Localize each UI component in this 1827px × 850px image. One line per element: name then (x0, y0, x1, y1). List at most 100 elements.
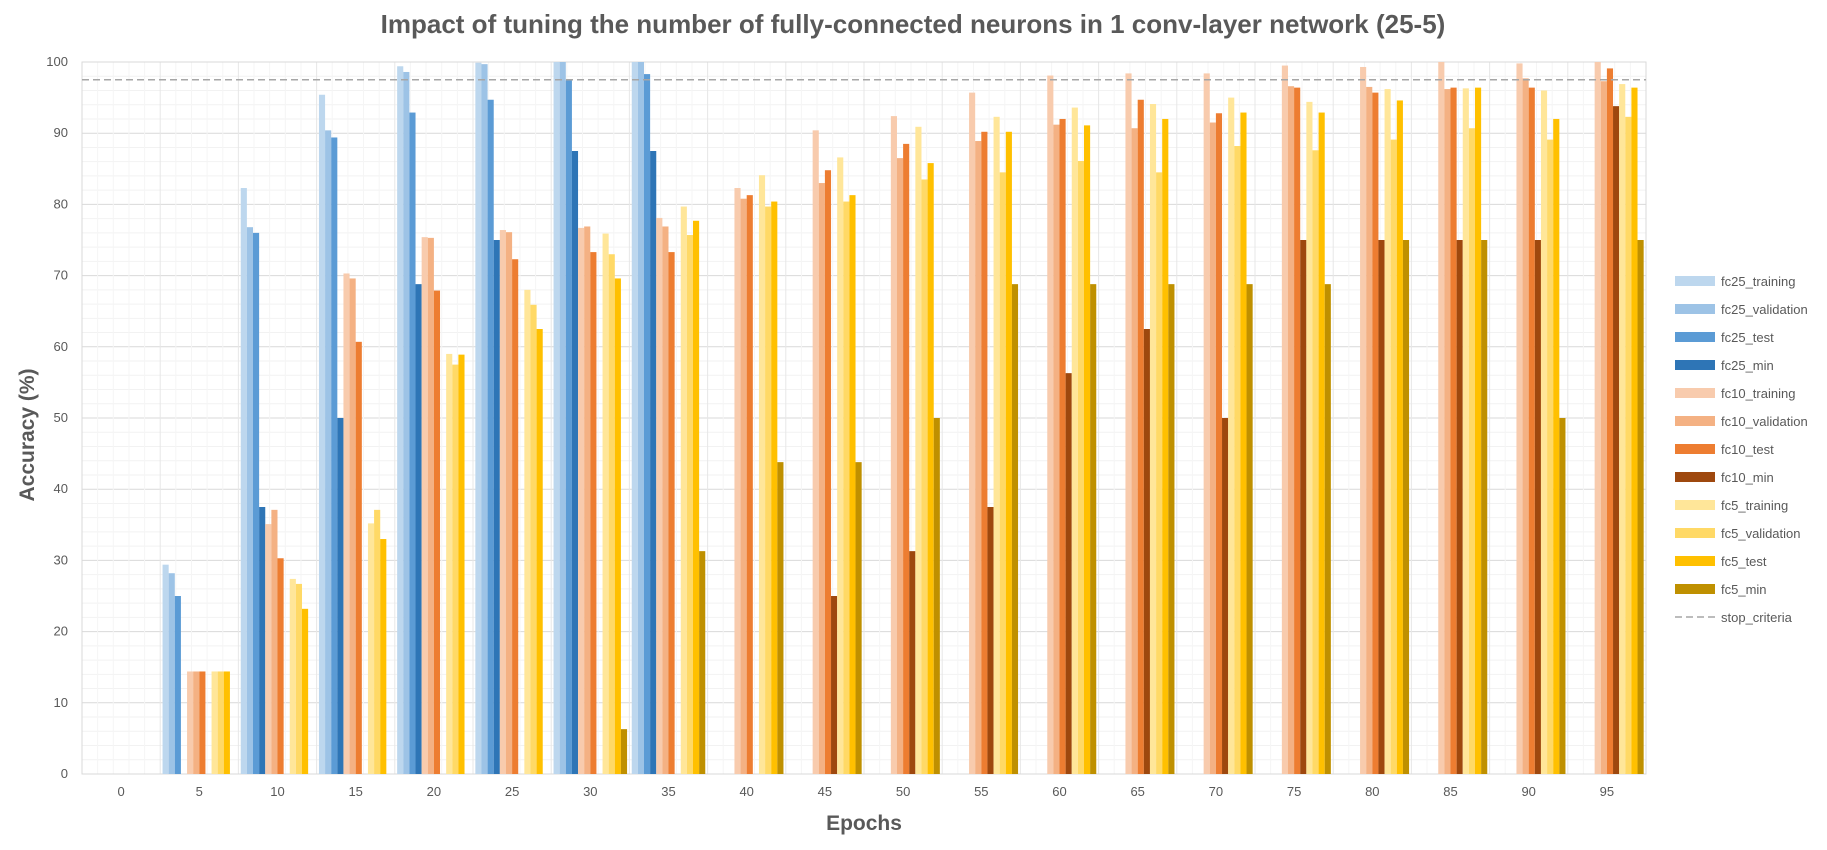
chart-title: Impact of tuning the number of fully-con… (381, 9, 1446, 39)
legend-label-fc10_min: fc10_min (1721, 470, 1774, 485)
bar-fc5_training-40 (758, 175, 766, 774)
legend-swatch-fc5_validation (1675, 528, 1715, 538)
bar-fc5_test-5 (223, 671, 230, 774)
bar-fc5_validation-50 (921, 179, 928, 775)
bar-fc25_test-30 (565, 80, 572, 774)
legend-swatch-fc5_training (1675, 500, 1715, 510)
bar-fc5_validation-15 (374, 509, 381, 774)
legend-swatch-fc25_validation (1675, 304, 1715, 314)
bar-fc5_min-55 (1011, 284, 1019, 774)
bar-fc5_training-70 (1228, 97, 1235, 775)
legend-swatch-fc10_training (1675, 388, 1715, 398)
bar-fc5_test-10 (302, 608, 309, 774)
bar-fc10_training-90 (1516, 63, 1523, 775)
bar-fc5_test-70 (1240, 112, 1247, 775)
bar-fc25_min-10 (259, 507, 266, 774)
bar-fc25_training-15 (318, 94, 326, 774)
bar-fc10_test-15 (355, 341, 362, 774)
x-tick-label: 45 (818, 784, 832, 799)
bar-fc5_test-35 (693, 220, 700, 774)
x-tick-label: 65 (1130, 784, 1144, 799)
legend: fc25_training fc25_validation fc25_test fc2… (1675, 274, 1808, 625)
legend-swatch-fc5_test (1675, 556, 1715, 566)
bar-fc5_test-85 (1475, 87, 1482, 774)
bar-fc5_min-75 (1324, 284, 1331, 774)
x-tick-label: 80 (1365, 784, 1379, 799)
bar-fc10_validation-40 (740, 198, 747, 774)
x-tick-label: 0 (117, 784, 124, 799)
bar-fc10_test-95 (1606, 68, 1614, 774)
bar-fc25_training-5 (162, 564, 169, 774)
bar-fc5_training-90 (1540, 90, 1548, 775)
bar-fc25_test-10 (253, 232, 260, 774)
bar-fc5_validation-60 (1077, 160, 1085, 775)
bar-fc10_validation-50 (896, 158, 904, 774)
bar-fc10_training-60 (1047, 75, 1054, 774)
bar-fc5_training-75 (1306, 101, 1313, 775)
bar-fc5_min-95 (1637, 240, 1644, 774)
legend-label-fc5_min: fc5_min (1721, 582, 1767, 597)
gridlines (81, 61, 1647, 775)
plot-area-border (81, 61, 1647, 775)
bar-fc25_validation-15 (325, 130, 332, 775)
bar-fc10_validation-90 (1522, 78, 1529, 774)
bar-fc10_min-85 (1456, 240, 1463, 774)
bar-fc10_min-90 (1534, 240, 1541, 774)
bar-fc25_training-20 (397, 66, 404, 774)
bar-fc10_test-75 (1294, 87, 1301, 774)
bar-fc25_validation-20 (403, 71, 410, 775)
y-tick-label: 50 (54, 410, 68, 425)
legend-label-fc5_validation: fc5_validation (1721, 526, 1801, 541)
bar-fc5_training-20 (446, 353, 453, 774)
bar-fc5_min-30 (620, 729, 628, 774)
x-tick-label: 70 (1209, 784, 1223, 799)
bar-fc5_test-90 (1553, 118, 1560, 774)
legend-swatch-fc10_validation (1675, 416, 1715, 426)
x-tick-label: 40 (739, 784, 753, 799)
y-tick-label: 20 (54, 624, 68, 639)
bar-fc10_validation-5 (193, 671, 200, 774)
bar-fc10_test-55 (981, 131, 988, 774)
legend-label-fc25_test: fc25_test (1721, 330, 1774, 345)
bar-fc5_min-90 (1559, 418, 1566, 774)
bar-fc10_min-95 (1613, 106, 1620, 774)
legend-swatch-fc10_min (1675, 472, 1715, 482)
bars (162, 62, 1644, 775)
bar-fc5_min-40 (777, 462, 784, 774)
bar-fc25_test-35 (644, 74, 651, 775)
legend-label-fc10_test: fc10_test (1721, 442, 1774, 457)
bar-fc10_test-65 (1137, 99, 1144, 775)
bar-fc5_validation-25 (530, 304, 537, 774)
bar-fc25_min-35 (650, 151, 657, 774)
legend-swatch-fc10_test (1675, 444, 1715, 454)
bar-fc10_training-15 (343, 273, 350, 774)
bar-fc5_test-45 (849, 195, 856, 774)
bar-fc10_validation-15 (349, 278, 356, 774)
bar-fc10_validation-80 (1366, 86, 1373, 775)
bar-fc5_validation-10 (295, 583, 303, 774)
bar-fc5_min-60 (1090, 284, 1097, 774)
bar-fc5_validation-5 (217, 671, 224, 774)
bar-fc5_test-15 (380, 539, 387, 774)
bar-fc5_training-65 (1149, 104, 1157, 774)
bar-fc5_validation-40 (765, 206, 772, 775)
bar-fc10_validation-60 (1053, 124, 1060, 774)
y-tick-label: 0 (61, 766, 68, 781)
bar-fc5_min-65 (1168, 284, 1175, 774)
bar-fc10_test-20 (433, 290, 441, 774)
bar-fc5_training-80 (1384, 89, 1391, 774)
bar-fc25_validation-25 (481, 64, 488, 774)
bar-fc5_training-55 (993, 116, 1000, 774)
legend-label-stop_criteria: stop_criteria (1721, 610, 1793, 625)
bar-fc10_test-80 (1372, 92, 1379, 775)
bar-fc5_training-25 (524, 289, 531, 774)
bar-fc10_training-85 (1438, 62, 1445, 774)
bar-fc5_test-75 (1318, 112, 1325, 775)
bar-fc10_test-60 (1059, 118, 1066, 774)
bar-fc5_test-55 (1005, 131, 1012, 774)
bar-fc5_training-60 (1071, 107, 1078, 774)
bar-fc25_training-25 (475, 62, 482, 774)
bar-fc5_min-50 (933, 418, 940, 774)
bar-fc5_validation-55 (999, 172, 1006, 775)
y-tick-label: 60 (54, 339, 68, 354)
